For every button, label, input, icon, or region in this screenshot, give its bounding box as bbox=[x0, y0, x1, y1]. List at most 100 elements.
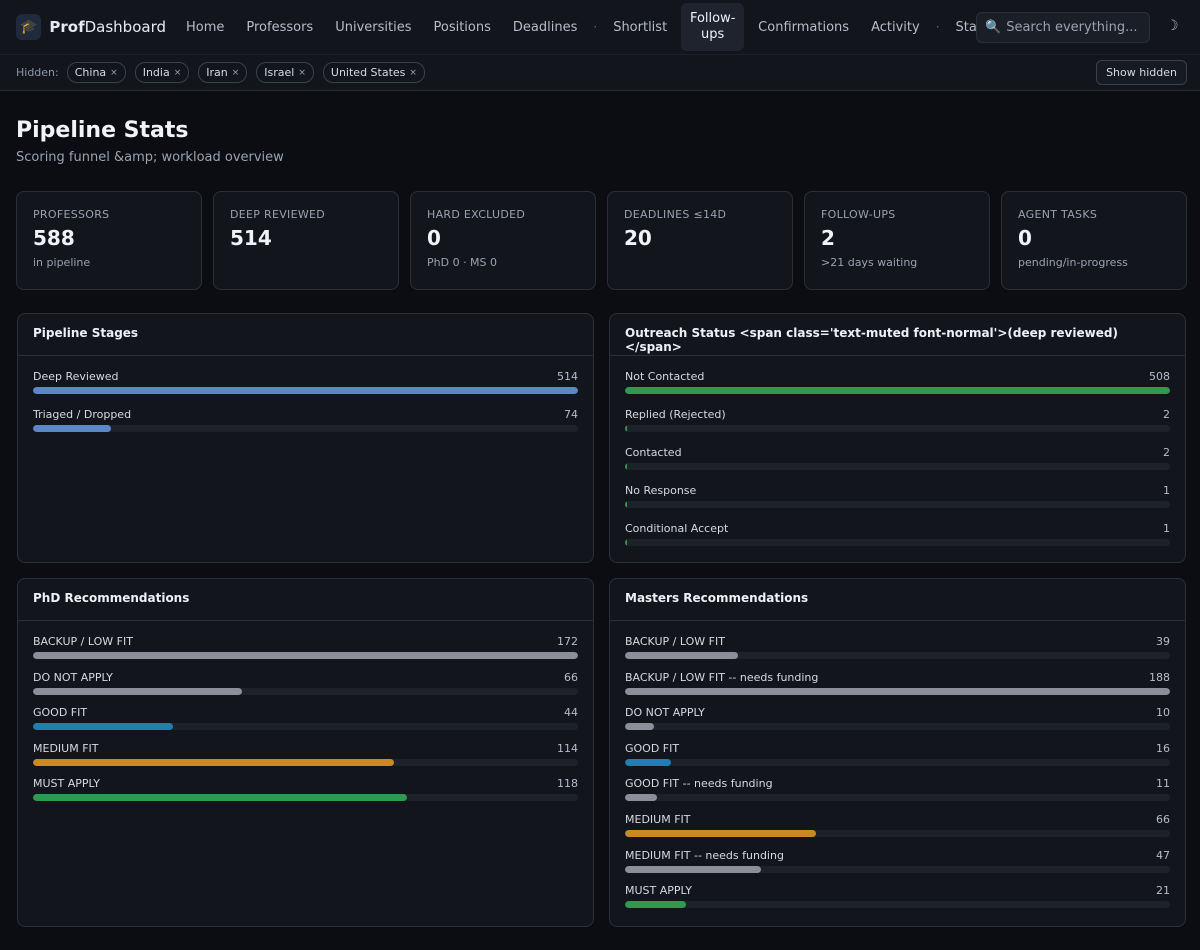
close-icon[interactable]: × bbox=[231, 67, 240, 78]
nav-positions[interactable]: Positions bbox=[433, 19, 491, 35]
nav-universities[interactable]: Universities bbox=[335, 19, 412, 35]
bar-track bbox=[625, 387, 1170, 394]
panel-title: PhD Recommendations bbox=[18, 579, 593, 621]
bar-track bbox=[625, 652, 1170, 659]
bar-count: 66 bbox=[1156, 812, 1170, 826]
close-icon[interactable]: × bbox=[173, 67, 182, 78]
top-nav-bar: 🎓 ProfDashboard Home Professors Universi… bbox=[0, 0, 1200, 55]
nav-professors[interactable]: Professors bbox=[246, 19, 314, 35]
bar-row: DO NOT APPLY 10 bbox=[625, 706, 1170, 742]
bar-count: 2 bbox=[1163, 446, 1170, 459]
filter-chip[interactable]: India × bbox=[134, 62, 190, 83]
nav-home[interactable]: Home bbox=[186, 19, 225, 35]
bar-label: MUST APPLY bbox=[33, 777, 100, 791]
bar-fill bbox=[33, 723, 173, 731]
bar-row: Replied (Rejected) 2 bbox=[625, 408, 1170, 446]
bar-track bbox=[625, 425, 1170, 432]
bar-count: 508 bbox=[1149, 370, 1170, 383]
bar-row: MUST APPLY 118 bbox=[33, 777, 578, 813]
bar-count: 21 bbox=[1156, 884, 1170, 898]
bar-label: MEDIUM FIT -- needs funding bbox=[625, 848, 784, 862]
bar-fill bbox=[33, 425, 112, 432]
bar-fill bbox=[33, 687, 243, 695]
bar-row: Conditional Accept 1 bbox=[625, 522, 1170, 560]
hidden-label: Hidden: bbox=[16, 66, 59, 79]
bar-label: Not Contacted bbox=[625, 370, 705, 383]
bar-list: BACKUP / LOW FIT 39 BACKUP / LOW FIT -- ne… bbox=[610, 621, 1185, 920]
close-icon[interactable]: × bbox=[110, 67, 118, 78]
nav-separator: · bbox=[593, 20, 598, 34]
stat-label: FOLLOW-UPS bbox=[821, 208, 896, 221]
nav-activity[interactable]: Activity bbox=[871, 19, 920, 35]
bar-count: 172 bbox=[557, 635, 578, 648]
brand[interactable]: 🎓 ProfDashboard bbox=[16, 14, 166, 40]
stat-sub: in pipeline bbox=[33, 256, 91, 269]
bar-row: No Response 1 bbox=[625, 484, 1170, 522]
bar-row: MEDIUM FIT 66 bbox=[625, 813, 1170, 849]
bar-row-header: DO NOT APPLY 66 bbox=[33, 671, 578, 684]
bar-track bbox=[625, 829, 1170, 837]
bar-count: 74 bbox=[564, 408, 578, 421]
bar-label: GOOD FIT bbox=[625, 741, 680, 755]
bar-row-header: Conditional Accept 1 bbox=[625, 522, 1170, 535]
filter-chip[interactable]: United States × bbox=[322, 62, 425, 83]
bar-count: 66 bbox=[564, 670, 578, 684]
bar-row: DO NOT APPLY 66 bbox=[33, 671, 578, 707]
bar-count: 514 bbox=[557, 370, 578, 383]
bar-label: DO NOT APPLY bbox=[625, 706, 705, 720]
close-icon[interactable]: × bbox=[409, 67, 417, 78]
filter-chip[interactable]: China × bbox=[66, 62, 126, 83]
bar-fill bbox=[33, 758, 395, 766]
pipeline-stages-panel: Pipeline Stages Deep Reviewed 514 Triaged … bbox=[17, 313, 594, 563]
bar-track bbox=[33, 687, 578, 695]
bar-fill bbox=[33, 387, 578, 394]
stat-value: 588 bbox=[33, 226, 75, 250]
bar-fill bbox=[625, 829, 817, 837]
bar-row-header: MUST APPLY 118 bbox=[33, 777, 578, 790]
search-placeholder: Search everything... bbox=[1006, 20, 1138, 35]
bar-fill bbox=[625, 387, 1170, 394]
stat-card-professors: PROFESSORS 588 in pipeline bbox=[16, 191, 202, 290]
bar-label: MEDIUM FIT bbox=[625, 812, 691, 826]
stat-card-hard-excluded: HARD EXCLUDED 0 PhD 0 · MS 0 bbox=[410, 191, 596, 290]
moon-icon[interactable]: ☽ bbox=[1166, 18, 1179, 34]
bar-label: GOOD FIT bbox=[33, 706, 88, 720]
bar-track bbox=[625, 901, 1170, 909]
masters-recommendations-panel: Masters Recommendations BACKUP / LOW FIT… bbox=[609, 578, 1186, 927]
bar-row: GOOD FIT 44 bbox=[33, 706, 578, 742]
bar-row-header: GOOD FIT -- needs funding 11 bbox=[625, 777, 1170, 790]
bar-label: BACKUP / LOW FIT -- needs funding bbox=[625, 670, 819, 684]
bar-list: BACKUP / LOW FIT 172 DO NOT APPLY 66 GOOD FI… bbox=[18, 621, 593, 813]
filter-chip[interactable]: Iran × bbox=[198, 62, 248, 83]
stat-label: PROFESSORS bbox=[33, 208, 110, 221]
bar-row-header: Triaged / Dropped 74 bbox=[33, 408, 578, 421]
bar-label: Conditional Accept bbox=[625, 522, 729, 535]
stat-label: DEADLINES ≤14D bbox=[624, 208, 727, 221]
stat-value: 0 bbox=[427, 226, 441, 250]
bar-row: BACKUP / LOW FIT -- needs funding 188 bbox=[625, 671, 1170, 707]
bar-row-header: Replied (Rejected) 2 bbox=[625, 408, 1170, 421]
nav-shortlist[interactable]: Shortlist bbox=[613, 19, 668, 35]
bar-count: 118 bbox=[557, 777, 578, 791]
graduation-cap-icon: 🎓 bbox=[16, 14, 42, 40]
stat-sub: pending/in-progress bbox=[1018, 256, 1128, 269]
bar-label: MUST APPLY bbox=[625, 884, 692, 898]
bar-count: 39 bbox=[1156, 635, 1170, 648]
nav-follow-ups[interactable]: Follow-ups bbox=[681, 3, 745, 51]
search-input[interactable]: 🔍 Search everything... bbox=[976, 12, 1150, 43]
show-hidden-button[interactable]: Show hidden bbox=[1096, 60, 1187, 85]
nav-deadlines[interactable]: Deadlines bbox=[512, 19, 578, 35]
bar-row: GOOD FIT 16 bbox=[625, 742, 1170, 778]
bar-count: 188 bbox=[1149, 670, 1170, 684]
bar-fill bbox=[33, 652, 578, 659]
hidden-filter-bar: Hidden: China × India × Iran × Israel × Unit… bbox=[0, 55, 1200, 91]
filter-chip[interactable]: Israel × bbox=[256, 62, 314, 83]
bar-row: Deep Reviewed 514 bbox=[33, 370, 578, 408]
stat-value: 0 bbox=[1018, 226, 1032, 250]
page-subtitle: Scoring funnel &amp; workload overview bbox=[16, 150, 284, 165]
stat-value: 20 bbox=[624, 226, 652, 250]
close-icon[interactable]: × bbox=[298, 67, 306, 78]
nav-confirmations[interactable]: Confirmations bbox=[758, 19, 850, 35]
stat-value: 514 bbox=[230, 226, 272, 250]
bar-label: DO NOT APPLY bbox=[33, 670, 113, 684]
